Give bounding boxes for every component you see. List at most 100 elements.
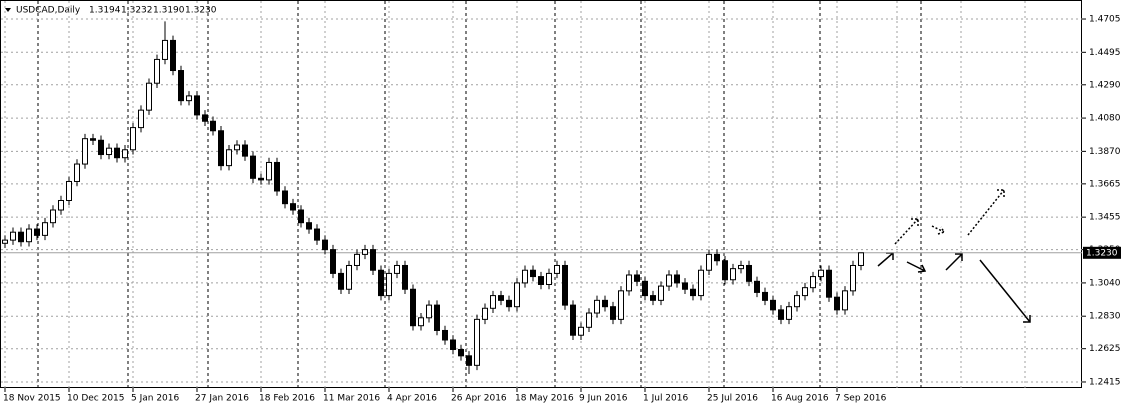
arrow: [894, 218, 919, 245]
candle-body: [466, 355, 472, 366]
candle-body: [842, 290, 848, 311]
y-tick-label: 1.3455: [1089, 213, 1121, 223]
candle-body: [594, 299, 600, 314]
candle-body: [306, 222, 312, 230]
header: USDCAD,Daily 1.3194 1.3232 1.3190 1.3230: [5, 6, 217, 16]
y-tick-label: 1.2830: [1089, 312, 1121, 322]
candle-body: [202, 114, 208, 122]
candle-body: [770, 299, 776, 311]
candle-body: [570, 304, 576, 336]
arrow: [931, 225, 946, 235]
candle-body: [706, 253, 712, 271]
candle-body: [754, 280, 760, 293]
candle-body: [610, 306, 616, 320]
x-tick-label: 5 Jan 2016: [131, 394, 179, 404]
candle-body: [210, 120, 216, 132]
candle-body: [482, 307, 488, 320]
candle-body: [786, 306, 792, 320]
candle-body: [42, 222, 48, 236]
price-tag-label: 1.3230: [1086, 248, 1118, 258]
candle-body: [450, 339, 456, 350]
candle-body: [834, 296, 840, 311]
candle-body: [314, 228, 320, 241]
candle-body: [18, 231, 24, 243]
x-tick-label: 7 Sep 2016: [835, 394, 887, 404]
candle-body: [498, 295, 504, 301]
candle-body: [394, 264, 400, 274]
header-low: 1.3190: [153, 6, 185, 16]
candle-body: [378, 269, 384, 297]
y-tick-label: 1.4495: [1089, 48, 1121, 58]
candle-body: [90, 138, 96, 141]
candle-body: [434, 304, 440, 331]
candle-body: [618, 290, 624, 320]
candle-body: [762, 291, 768, 301]
candle-body: [642, 280, 648, 297]
y-tick-label: 1.4080: [1089, 114, 1121, 124]
candle-body: [50, 209, 56, 224]
candle-body: [586, 312, 592, 328]
arrow: [945, 253, 963, 271]
candle-body: [362, 249, 368, 255]
candle-body: [682, 282, 688, 290]
candle-body: [130, 127, 136, 151]
x-tick-label: 18 Nov 2015: [3, 394, 61, 404]
y-tick-label: 1.2415: [1089, 377, 1121, 387]
header-close: 1.3230: [185, 6, 217, 16]
candle-body: [514, 282, 520, 308]
candle-body: [298, 209, 304, 224]
candle-body: [418, 317, 424, 327]
candle-body: [530, 269, 536, 278]
candle-body: [410, 288, 416, 327]
x-tick-label: 18 May 2016: [515, 394, 574, 404]
candle-body: [322, 239, 328, 251]
candle-body: [426, 304, 432, 319]
x-tick-label: 9 Jun 2016: [579, 394, 628, 404]
candle-body: [242, 144, 248, 157]
candle-body: [122, 149, 128, 159]
candle-body: [338, 272, 344, 290]
x-tick-label: 1 Jul 2016: [643, 394, 688, 404]
candle-body: [26, 228, 32, 243]
candle-body: [746, 264, 752, 282]
candle-body: [690, 288, 696, 297]
symbol-title: USDCAD,Daily: [16, 6, 81, 16]
candle-body: [794, 295, 800, 308]
candle-body: [162, 39, 168, 60]
menu-icon: [5, 8, 11, 12]
y-tick-label: 1.2625: [1089, 344, 1121, 354]
candle-body: [194, 95, 200, 116]
candle-body: [634, 274, 640, 282]
candle-body: [34, 228, 40, 236]
candle-body: [658, 285, 664, 301]
candle-body: [186, 95, 192, 102]
candle-body: [290, 203, 296, 211]
candle-body: [386, 272, 392, 297]
candle-body: [266, 161, 272, 181]
candle-body: [170, 39, 176, 72]
x-tick-label: 25 Jul 2016: [707, 394, 758, 404]
candle-body: [458, 348, 464, 357]
candle-body: [850, 264, 856, 292]
candle-body: [138, 109, 144, 129]
candle-body: [554, 264, 560, 274]
x-tick-label: 27 Jan 2016: [195, 394, 249, 404]
candle-body: [82, 138, 88, 165]
candle-body: [282, 190, 288, 205]
candle-body: [74, 163, 80, 182]
candle-body: [226, 149, 232, 167]
candle-body: [274, 161, 280, 192]
candle-body: [2, 239, 8, 244]
candle-body: [674, 274, 680, 284]
y-tick-label: 1.3665: [1089, 179, 1121, 189]
price-tag: [1083, 246, 1121, 259]
candle-body: [602, 299, 608, 308]
y-tick-label: 1.3870: [1089, 147, 1121, 157]
candle-body: [370, 249, 376, 271]
candle-body: [146, 82, 152, 111]
arrow: [906, 261, 927, 273]
x-tick-label: 26 Apr 2016: [451, 394, 507, 404]
candle-body: [562, 264, 568, 306]
candle-body: [98, 139, 104, 156]
